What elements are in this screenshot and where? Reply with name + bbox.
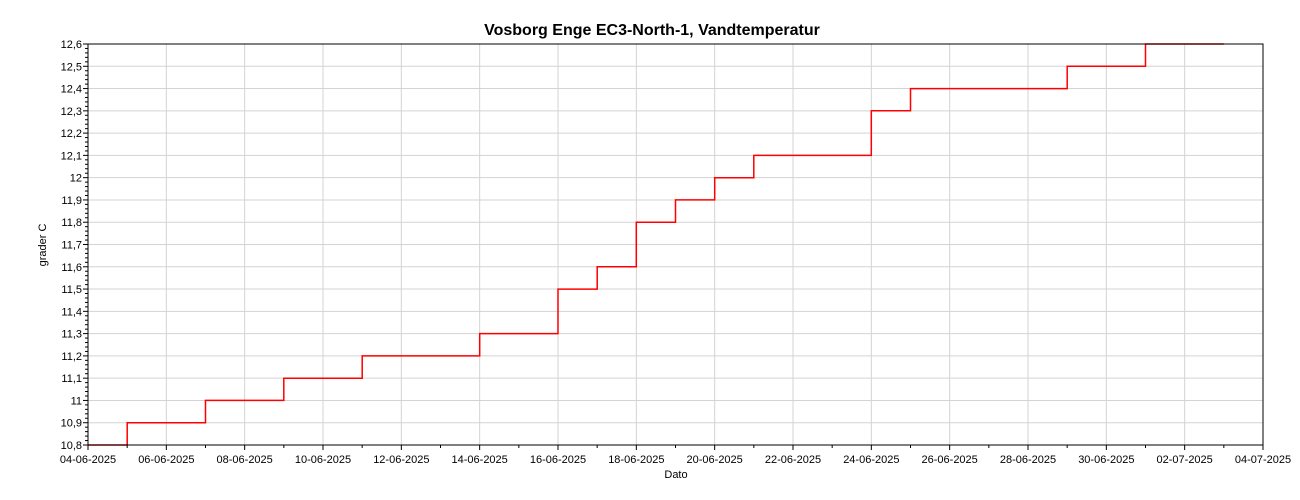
y-tick-label: 12,1	[61, 150, 82, 162]
series-layer	[88, 43, 1224, 446]
x-tick-label: 22-06-2025	[765, 454, 821, 466]
y-tick-label: 12,6	[61, 39, 82, 51]
y-tick-label: 12	[70, 173, 82, 185]
y-axis-label: grader C	[37, 224, 49, 267]
x-tick-label: 10-06-2025	[295, 454, 351, 466]
y-tick-label: 11,2	[61, 351, 82, 363]
chart-title: Vosborg Enge EC3-North-1, Vandtemperatur	[484, 22, 820, 39]
y-tick-label: 10,8	[61, 440, 82, 452]
x-tick-label: 06-06-2025	[138, 454, 194, 466]
x-tick-label: 08-06-2025	[217, 454, 273, 466]
y-tick-label: 11,6	[61, 262, 82, 274]
x-tick-label: 30-06-2025	[1078, 454, 1134, 466]
x-tick-label: 20-06-2025	[687, 454, 743, 466]
x-tick-label: 04-07-2025	[1235, 454, 1291, 466]
x-tick-label: 02-07-2025	[1157, 454, 1213, 466]
x-tick-label: 16-06-2025	[530, 454, 586, 466]
y-tick-label: 11,9	[61, 195, 82, 207]
x-tick-label: 04-06-2025	[60, 454, 116, 466]
x-tick-label: 12-06-2025	[373, 454, 429, 466]
x-tick-label: 18-06-2025	[608, 454, 664, 466]
x-tick-label: 14-06-2025	[452, 454, 508, 466]
y-tick-label: 12,4	[61, 84, 82, 96]
y-tick-label: 11,4	[61, 306, 82, 318]
x-tick-label: 24-06-2025	[843, 454, 899, 466]
y-tick-label: 11,7	[61, 240, 82, 252]
y-tick-label: 12,2	[61, 128, 82, 140]
series-line	[88, 43, 1224, 446]
y-tick-label: 12,3	[61, 106, 82, 118]
y-tick-label: 10,9	[61, 418, 82, 430]
y-tick-label: 11,3	[61, 329, 82, 341]
x-tick-label: 28-06-2025	[1000, 454, 1056, 466]
y-tick-label: 11,5	[61, 284, 82, 296]
y-tick-label: 11,8	[61, 217, 82, 229]
grid	[87, 43, 1264, 446]
y-tick-label: 11,1	[61, 373, 82, 385]
x-axis: 04-06-2025 06-06-2025 08-06-2025 10-06-2025…	[60, 445, 1291, 466]
y-tick-label: 11	[71, 395, 82, 407]
y-tick-label: 12,5	[61, 61, 82, 73]
x-tick-label: 26-06-2025	[922, 454, 978, 466]
x-axis-label: Dato	[664, 469, 687, 481]
y-axis: 10,8 10,9 11 11,1 11,2 11,3 11,4 11,5 11,6 11,7 11…	[61, 39, 88, 452]
